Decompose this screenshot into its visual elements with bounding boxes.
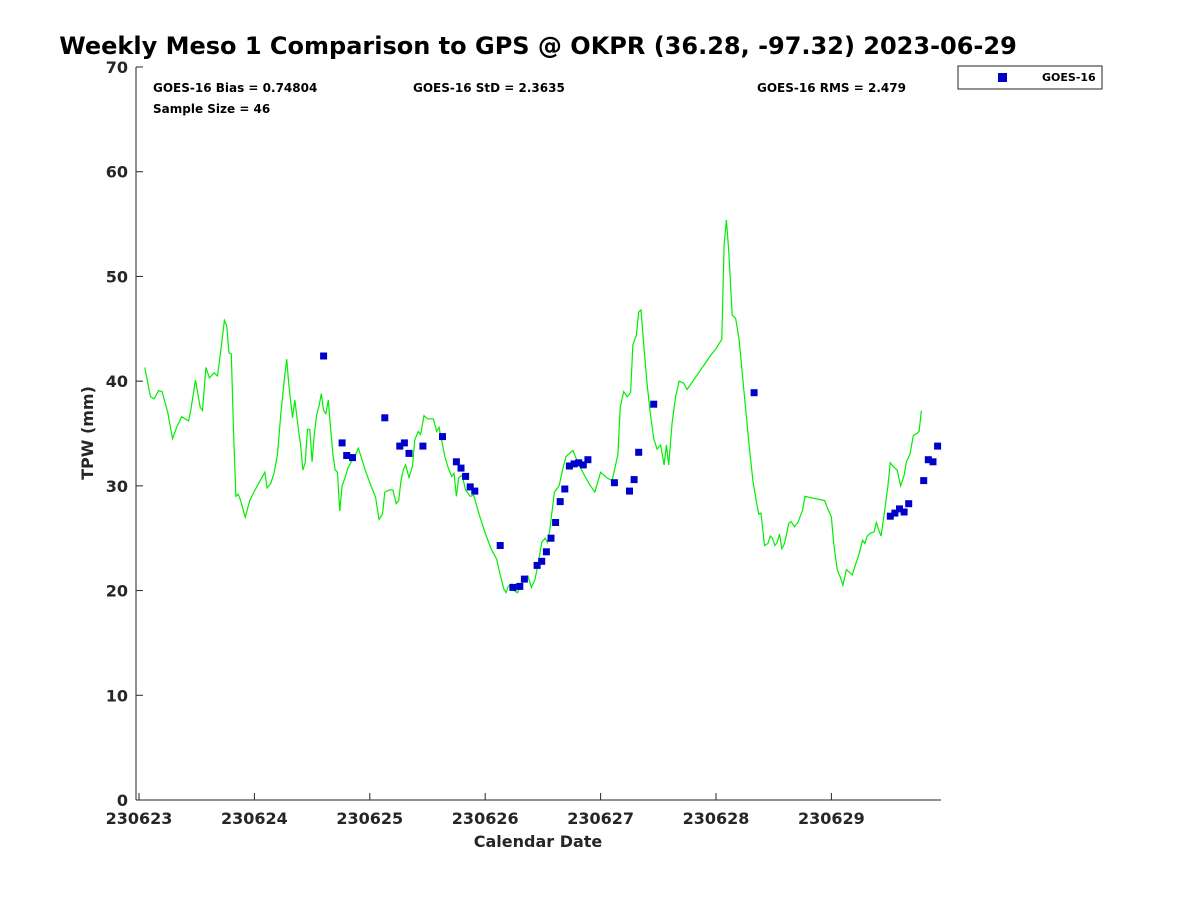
x-tick-label: 230625 — [336, 809, 403, 828]
goes-16-point — [466, 483, 474, 491]
goes-16-point — [584, 456, 592, 464]
y-tick-label: 60 — [106, 163, 128, 182]
goes-series-layer — [320, 352, 942, 591]
goes-16-point — [565, 462, 573, 470]
goes-16-point — [579, 461, 587, 469]
goes-16-point — [570, 460, 578, 468]
goes-16-point — [538, 557, 546, 565]
goes-16-point — [496, 542, 504, 549]
goes-16-point — [471, 487, 479, 495]
goes-16-point — [886, 512, 894, 520]
goes-16-point — [400, 439, 408, 447]
stat-std: GOES-16 StD = 2.3635 — [413, 81, 565, 95]
goes-16-point — [610, 479, 618, 487]
goes-16-point — [552, 519, 560, 526]
goes-16-point — [405, 449, 413, 457]
goes-16-point — [396, 442, 404, 450]
goes-16-point — [920, 477, 928, 485]
x-tick-label: 230629 — [798, 809, 865, 828]
x-tick-label: 230628 — [683, 809, 750, 828]
stat-rms: GOES-16 RMS = 2.479 — [757, 81, 906, 95]
x-tick-label: 230624 — [221, 809, 288, 828]
goes-16-point — [924, 456, 932, 464]
y-tick-label: 10 — [106, 686, 128, 705]
y-tick-label: 70 — [106, 58, 128, 77]
y-tick-label: 40 — [106, 372, 128, 391]
goes-16-point — [338, 439, 346, 447]
goes-16-point — [900, 508, 908, 516]
goes-16-point — [891, 509, 899, 517]
legend: GOES-16 — [957, 65, 1103, 90]
goes-16-point — [896, 505, 903, 513]
goes-16-point — [650, 400, 658, 408]
goes-16-point — [635, 448, 643, 456]
stat-sample-size: Sample Size = 46 — [153, 102, 270, 116]
goes-16-point — [934, 442, 942, 450]
goes-16-point — [520, 575, 528, 583]
y-tick-label: 0 — [117, 791, 128, 810]
y-axis-label: TPW (mm) — [78, 386, 97, 480]
goes-16-point — [556, 498, 564, 506]
x-tick-label: 230626 — [452, 809, 519, 828]
y-axis-ticks: 0 10 20 30 40 50 60 70 — [106, 58, 143, 810]
goes-16-point — [630, 476, 638, 484]
goes-16-point — [349, 454, 356, 462]
goes-16-point — [419, 442, 427, 450]
x-axis-ticks: 230623 230624 230625 230626 230627 230628 2306… — [106, 793, 865, 828]
goes-16-point — [575, 459, 583, 467]
legend-marker-square-icon — [998, 73, 1007, 82]
legend-entry-goes-16: GOES-16 — [1042, 71, 1096, 84]
goes-16-point — [462, 472, 470, 480]
y-tick-label: 30 — [106, 477, 128, 496]
goes-16-point — [509, 583, 517, 591]
goes-16-point — [439, 433, 446, 441]
stat-bias: GOES-16 Bias = 0.74804 — [153, 81, 317, 95]
legend-box — [957, 65, 1103, 90]
x-tick-label: 230623 — [106, 809, 173, 828]
goes-16-point — [542, 548, 550, 556]
goes-16-point — [561, 485, 569, 493]
goes-16-point — [452, 458, 460, 466]
y-tick-label: 50 — [106, 267, 128, 286]
goes-16-point — [929, 458, 937, 466]
y-tick-label: 20 — [106, 582, 128, 601]
goes-16-point — [626, 487, 633, 495]
goes-16-point — [381, 414, 389, 422]
x-axis-label: Calendar Date — [474, 832, 603, 851]
goes-16-point — [320, 352, 328, 360]
goes-16-point — [533, 561, 541, 569]
goes-16-point — [516, 582, 524, 590]
goes-16-point — [343, 452, 351, 459]
goes-16-point — [547, 534, 555, 542]
goes-16-point — [905, 500, 913, 508]
goes-16-point — [457, 464, 465, 472]
chart-title: Weekly Meso 1 Comparison to GPS @ OKPR (… — [59, 32, 1017, 60]
goes-16-point — [750, 389, 758, 397]
x-tick-label: 230627 — [567, 809, 634, 828]
plot-area — [136, 67, 941, 800]
